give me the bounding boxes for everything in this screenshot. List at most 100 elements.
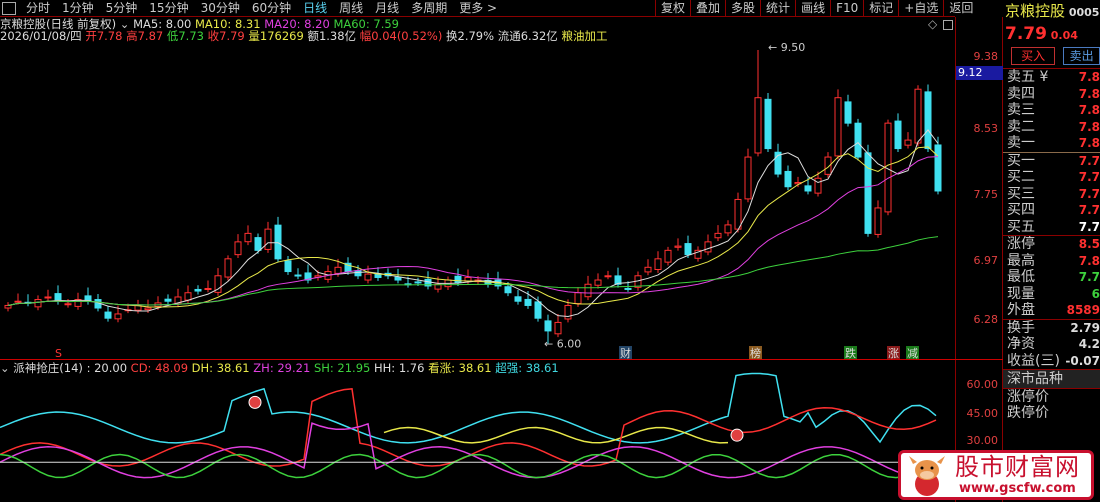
- bids-row: 买二 7.7: [1003, 169, 1100, 186]
- tool-button-3[interactable]: 统计: [760, 0, 795, 17]
- industry[interactable]: 粮油加工: [561, 29, 608, 43]
- candle: [814, 177, 822, 194]
- diamond-icon[interactable]: ◇: [928, 17, 938, 31]
- candle: [704, 241, 712, 253]
- change: 幅0.04(0.52%): [359, 29, 443, 43]
- label: 买四: [1007, 202, 1035, 218]
- value: 7.7: [1078, 186, 1100, 201]
- label: 买一: [1007, 152, 1035, 169]
- candle: [274, 224, 282, 260]
- tab-8[interactable]: 月线: [375, 1, 400, 15]
- event-marker: [844, 346, 857, 359]
- cq-line: [0, 372, 937, 444]
- tab-0[interactable]: 分时: [26, 1, 51, 15]
- candle: [74, 299, 82, 307]
- tab-2[interactable]: 5分钟: [105, 1, 138, 15]
- ma10: MA10: 8.31: [195, 17, 261, 31]
- open: 开7.78: [85, 29, 123, 43]
- event-marker-label: S: [55, 347, 62, 360]
- candle: [214, 275, 222, 293]
- candle: [164, 298, 172, 302]
- tool-button-8[interactable]: 返回: [943, 0, 978, 17]
- ma-legend: 京粮控股(日线 前复权) ⌄ MA5: 8.00 MA10: 8.31 MA20…: [0, 18, 399, 30]
- tab-9[interactable]: 多周期: [411, 1, 448, 15]
- chevron-down-icon[interactable]: ⌄: [0, 361, 10, 375]
- event-marker: [887, 346, 900, 359]
- value: 7.8: [1078, 136, 1100, 150]
- tool-button-1[interactable]: 叠加: [690, 0, 725, 17]
- candle: [234, 241, 242, 256]
- tool-button-4[interactable]: 画线: [795, 0, 830, 17]
- asks-row: 卖四 7.8: [1003, 86, 1100, 103]
- indicator-title[interactable]: 派神抢庄(14): [13, 361, 83, 375]
- candle: [614, 275, 622, 285]
- tab-6[interactable]: 日线: [303, 1, 328, 15]
- tool-button-5[interactable]: F10: [830, 0, 863, 17]
- event-marker-label: 榜: [750, 346, 761, 360]
- ma5: MA5: 8.00: [133, 17, 192, 31]
- value: 7.8: [1078, 103, 1100, 117]
- label: 跌停价: [1007, 404, 1049, 421]
- candle: [564, 304, 572, 320]
- stats-row: 涨停 8.5: [1003, 236, 1100, 253]
- tool-button-0[interactable]: 复权: [655, 0, 690, 17]
- candle: [644, 266, 652, 273]
- tab-5[interactable]: 60分钟: [251, 1, 292, 15]
- asks-row: 卖五 ¥ 7.8: [1003, 69, 1100, 86]
- high: 高7.87: [126, 29, 164, 43]
- kline-chart[interactable]: ← 9.50 ← 6.00 S 财 榜 跌 涨减: [0, 42, 955, 502]
- turnover: 换2.79%: [446, 29, 495, 43]
- value: 7.7: [1078, 219, 1100, 234]
- candle: [34, 299, 42, 308]
- candle: [294, 274, 302, 277]
- asks-row: 卖一 7.8: [1003, 135, 1100, 152]
- candle: [714, 232, 722, 239]
- value: 7.7: [1078, 203, 1100, 217]
- cq: 超强: 38.61: [495, 361, 559, 375]
- candle: [394, 276, 402, 281]
- candle: [584, 283, 592, 298]
- candle: [244, 232, 252, 243]
- candle: [774, 151, 782, 175]
- tab-10[interactable]: 更多 >: [459, 1, 498, 15]
- high-label: ← 9.50: [768, 42, 805, 54]
- cd: CD: 48.09: [130, 361, 189, 375]
- tool-button-2[interactable]: 多股: [725, 0, 760, 17]
- candle: [854, 122, 862, 158]
- value: 7.8: [1078, 253, 1100, 268]
- sell-button[interactable]: 卖出: [1063, 47, 1100, 65]
- buy-button[interactable]: 买入: [1011, 47, 1056, 65]
- tool-button-7[interactable]: +自选: [898, 0, 943, 17]
- event-marker-label: 减: [907, 347, 918, 360]
- chevron-down-icon[interactable]: ⌄: [119, 17, 130, 31]
- candle: [264, 228, 272, 250]
- candle: [924, 91, 932, 150]
- tab-4[interactable]: 30分钟: [200, 1, 240, 15]
- tab-7[interactable]: 周线: [339, 1, 364, 15]
- label: 涨停价: [1007, 389, 1049, 405]
- tab-3[interactable]: 15分钟: [149, 1, 189, 15]
- stats-row: 最低 7.7: [1003, 269, 1100, 286]
- candle: [144, 307, 152, 311]
- candle: [694, 249, 702, 259]
- tick: 6.97: [973, 254, 999, 267]
- close: 收7.79: [207, 29, 245, 43]
- tab-1[interactable]: 1分钟: [62, 1, 94, 15]
- sidebar-toggle-icon[interactable]: [943, 20, 953, 30]
- value: 6: [1091, 286, 1100, 301]
- event-marker: [619, 346, 632, 359]
- candle: [224, 258, 232, 278]
- panel-toggle-icon[interactable]: [2, 1, 16, 15]
- watermark-url: www.gscfw.com: [959, 481, 1076, 496]
- zh: ZH: 29.21: [253, 361, 311, 375]
- tool-button-6[interactable]: 标记: [863, 0, 898, 17]
- ma10-line: [7, 146, 939, 308]
- stock-code: 00050: [1068, 6, 1100, 19]
- value: -0.07: [1065, 353, 1100, 368]
- event-marker-label: 财: [620, 346, 631, 360]
- sh: SH: 21.95: [313, 361, 371, 375]
- candle: [174, 296, 182, 305]
- candle: [44, 296, 52, 299]
- panel-divider[interactable]: [0, 359, 1003, 360]
- signal-icon: [730, 428, 744, 442]
